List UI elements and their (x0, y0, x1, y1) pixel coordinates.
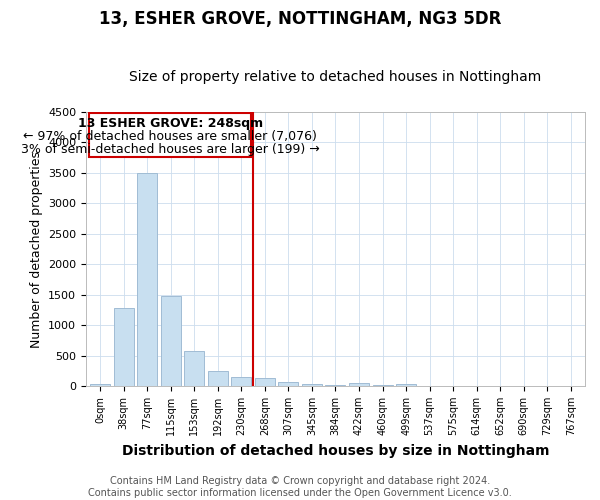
Text: 13 ESHER GROVE: 248sqm: 13 ESHER GROVE: 248sqm (77, 117, 263, 130)
Bar (255, 378, 275, 386)
Bar (113, 308, 134, 386)
Bar (325, 384, 346, 386)
Y-axis label: Number of detached properties: Number of detached properties (29, 150, 43, 348)
Text: 13, ESHER GROVE, NOTTINGHAM, NG3 5DR: 13, ESHER GROVE, NOTTINGHAM, NG3 5DR (99, 10, 501, 28)
Bar (184, 350, 204, 386)
Title: Size of property relative to detached houses in Nottingham: Size of property relative to detached ho… (130, 70, 542, 85)
Bar (278, 382, 298, 386)
Text: Contains HM Land Registry data © Crown copyright and database right 2024.
Contai: Contains HM Land Registry data © Crown c… (88, 476, 512, 498)
Bar (137, 173, 157, 386)
Text: 3% of semi-detached houses are larger (199) →: 3% of semi-detached houses are larger (1… (21, 143, 319, 156)
Bar (90, 384, 110, 386)
Bar (396, 384, 416, 386)
Bar (89, 112, 251, 157)
Bar (302, 384, 322, 386)
Bar (349, 383, 369, 386)
Bar (373, 385, 392, 386)
X-axis label: Distribution of detached houses by size in Nottingham: Distribution of detached houses by size … (122, 444, 549, 458)
Text: ← 97% of detached houses are smaller (7,076): ← 97% of detached houses are smaller (7,… (23, 130, 317, 143)
Bar (232, 377, 251, 386)
Bar (161, 296, 181, 386)
Bar (208, 370, 228, 386)
